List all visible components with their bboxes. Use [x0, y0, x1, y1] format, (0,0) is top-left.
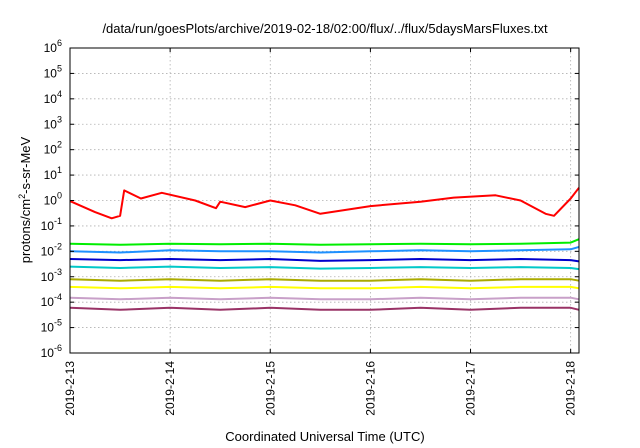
x-tick-label: 2019-2-18	[564, 361, 578, 416]
y-tick-exponent: 6	[57, 38, 62, 48]
y-tick-label: 10-1	[41, 216, 62, 233]
y-tick-base: 10	[44, 41, 58, 55]
y-axis-label: protons/cm2-s-sr-MeV	[17, 136, 33, 263]
y-tick-exponent: 5	[57, 63, 62, 73]
y-tick-base: 10	[44, 194, 58, 208]
y-tick-base: 10	[44, 143, 58, 157]
x-tick-label: 2019-2-16	[363, 361, 377, 416]
series-line-8	[69, 296, 580, 301]
series-line-1	[69, 187, 580, 220]
y-tick-exponent: -6	[54, 343, 62, 353]
y-tick-base: 10	[44, 92, 58, 106]
series-line-2	[69, 238, 580, 246]
y-axis-label-post: -s-sr-MeV	[18, 136, 33, 193]
x-tick-label: 2019-2-14	[163, 361, 177, 416]
y-axis-label-sup: 2	[17, 194, 27, 199]
y-tick-exponent: 0	[57, 191, 62, 201]
y-tick-label: 105	[44, 63, 62, 80]
y-tick-exponent: 4	[57, 89, 62, 99]
y-tick-label: 10-4	[41, 292, 62, 309]
y-tick-base: 10	[41, 219, 55, 233]
y-tick-exponent: 1	[57, 165, 62, 175]
y-tick-label: 102	[44, 140, 62, 157]
series-line-9	[69, 306, 580, 311]
x-tick-label: 2019-2-17	[464, 361, 478, 416]
y-axis-label-pre: protons/cm	[18, 199, 33, 263]
y-tick-exponent: 2	[57, 140, 62, 150]
y-tick-label: 10-6	[41, 343, 62, 360]
series-line-7	[69, 285, 580, 290]
series-line-5	[69, 265, 580, 271]
y-axis: 10-610-510-410-310-210-11001011021031041…	[41, 38, 579, 360]
y-tick-exponent: -3	[54, 267, 62, 277]
series-line-4	[69, 258, 580, 263]
x-tick-label: 2019-2-15	[263, 361, 277, 416]
y-tick-base: 10	[44, 66, 58, 80]
x-tick-label: 2019-2-13	[63, 361, 77, 416]
y-tick-base: 10	[41, 244, 55, 258]
y-tick-exponent: -1	[54, 216, 62, 226]
series-line-3	[69, 245, 580, 254]
x-axis-label: Coordinated Universal Time (UTC)	[225, 429, 424, 444]
x-axis: 2019-2-13 2019-2-14 2019-2-15 2019-2-16 2019…	[63, 48, 578, 416]
chart-title: /data/run/goesPlots/archive/2019-02-18/0…	[102, 21, 548, 36]
y-tick-exponent: -4	[54, 292, 62, 302]
y-tick-base: 10	[41, 295, 55, 309]
y-tick-base: 10	[41, 346, 55, 360]
y-tick-exponent: -5	[54, 318, 62, 328]
series-line-6	[69, 278, 580, 282]
y-tick-label: 10-3	[41, 267, 62, 284]
y-tick-base: 10	[41, 321, 55, 335]
y-tick-label: 104	[44, 89, 62, 106]
y-tick-label: 103	[44, 114, 62, 131]
y-tick-base: 10	[41, 270, 55, 284]
y-tick-exponent: -2	[54, 241, 62, 251]
y-tick-label: 10-5	[41, 318, 62, 335]
y-tick-label: 106	[44, 38, 62, 55]
y-tick-label: 100	[44, 191, 62, 208]
y-tick-exponent: 3	[57, 114, 62, 124]
grid	[69, 48, 579, 353]
y-tick-label: 10-2	[41, 241, 62, 258]
series-group	[69, 187, 580, 311]
y-tick-label: 101	[44, 165, 62, 182]
y-tick-base: 10	[44, 168, 58, 182]
y-tick-base: 10	[44, 117, 58, 131]
